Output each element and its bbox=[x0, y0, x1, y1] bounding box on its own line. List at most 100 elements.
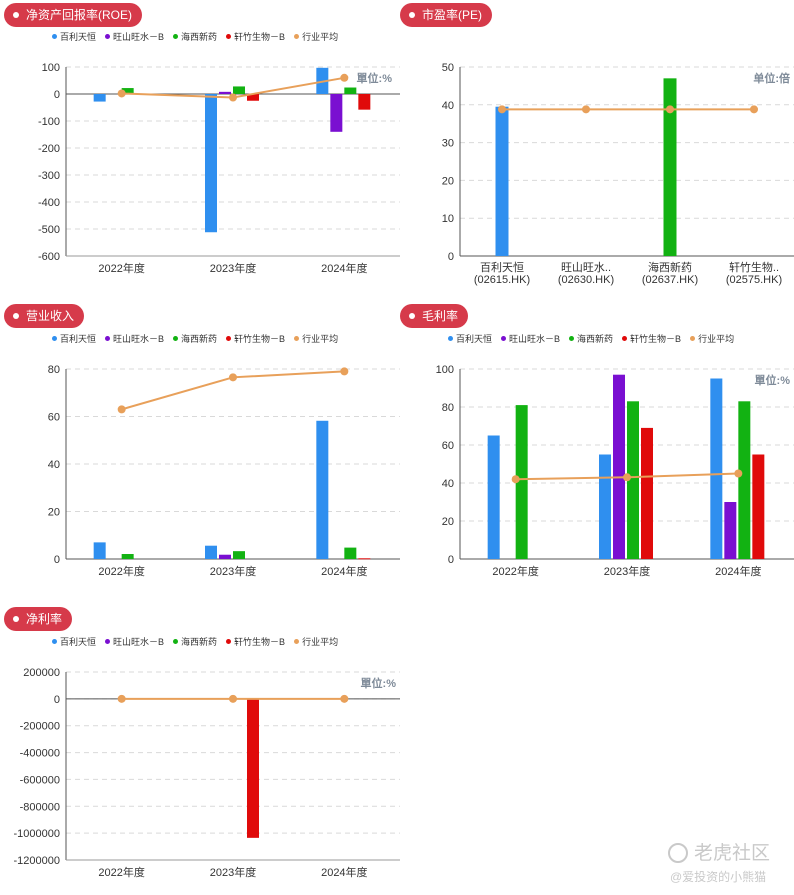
legend-label: 轩竹生物－B bbox=[234, 32, 286, 42]
bar bbox=[205, 94, 217, 233]
bar bbox=[358, 558, 371, 560]
bar bbox=[599, 454, 611, 559]
bar bbox=[358, 94, 371, 110]
x-tick-label: 轩竹生物.. bbox=[729, 260, 779, 274]
legend-item[interactable]: 百利天恒 bbox=[52, 635, 96, 648]
y-tick-label: -200000 bbox=[20, 721, 60, 733]
legend-swatch-icon bbox=[105, 639, 111, 644]
net-title-badge: 净利率 bbox=[4, 607, 73, 631]
legend-swatch-icon bbox=[52, 639, 57, 644]
legend-label: 海西新药 bbox=[577, 334, 614, 344]
legend-swatch-icon bbox=[294, 639, 300, 644]
revenue-legend: 百利天恒 旺山旺水－B 海西新药 轩竹生物－B 行业平均 bbox=[52, 332, 347, 345]
pe-title-badge: 市盈率(PE) bbox=[400, 3, 493, 27]
legend-label: 轩竹生物－B bbox=[234, 334, 286, 344]
legend-item[interactable]: 旺山旺水－B bbox=[105, 635, 164, 648]
bar bbox=[219, 91, 231, 94]
net-title: 净利率 bbox=[26, 612, 63, 626]
legend-swatch-icon bbox=[226, 639, 232, 644]
x-tick-label: 2023年度 bbox=[210, 865, 256, 879]
x-tick-label: 2022年度 bbox=[98, 564, 144, 578]
average-point bbox=[582, 105, 590, 114]
badge-dot-icon bbox=[409, 12, 415, 18]
badge-dot-icon bbox=[13, 12, 19, 18]
tiger-logo-icon bbox=[668, 843, 688, 863]
gross-legend: 百利天恒 旺山旺水－B 海西新药 轩竹生物－B 行业平均 bbox=[448, 332, 743, 345]
legend-item[interactable]: 轩竹生物－B bbox=[226, 332, 285, 345]
y-tick-label: 0 bbox=[54, 89, 60, 101]
legend-item[interactable]: 百利天恒 bbox=[52, 30, 96, 43]
average-point bbox=[666, 105, 674, 114]
legend-label: 海西新药 bbox=[181, 32, 218, 42]
gross-title: 毛利率 bbox=[422, 309, 459, 323]
y-tick-label: 20 bbox=[48, 507, 60, 519]
legend-swatch-icon bbox=[173, 34, 179, 39]
legend-swatch-icon bbox=[690, 336, 696, 341]
gross-chart: 100 80 60 40 20 0 2022年度 2023年度 2024年度 單位:% bbox=[436, 364, 794, 578]
bar bbox=[93, 94, 106, 102]
y-tick-label: 100 bbox=[436, 364, 454, 376]
legend-item[interactable]: 海西新药 bbox=[173, 30, 217, 43]
y-tick-label: -100 bbox=[38, 116, 60, 128]
average-point bbox=[623, 473, 631, 482]
bar bbox=[663, 78, 677, 256]
watermark-brand: 老虎社区 bbox=[668, 838, 770, 865]
average-point bbox=[117, 694, 126, 703]
revenue-title: 营业收入 bbox=[26, 309, 75, 323]
average-point bbox=[229, 694, 237, 703]
legend-item[interactable]: 海西新药 bbox=[569, 332, 613, 345]
legend-swatch-icon bbox=[173, 336, 179, 341]
legend-label: 行业平均 bbox=[698, 334, 735, 344]
legend-swatch-icon bbox=[622, 336, 628, 341]
legend-label: 行业平均 bbox=[302, 32, 339, 42]
legend-item[interactable]: 轩竹生物－B bbox=[622, 332, 681, 345]
revenue-title-badge: 营业收入 bbox=[4, 304, 85, 328]
legend-item[interactable]: 轩竹生物－B bbox=[226, 635, 285, 648]
legend-item[interactable]: 轩竹生物－B bbox=[226, 30, 285, 43]
bar bbox=[752, 454, 765, 559]
x-tick-label: (02575.HK) bbox=[726, 274, 782, 286]
legend-item[interactable]: 行业平均 bbox=[690, 332, 734, 345]
legend-item[interactable]: 海西新药 bbox=[173, 332, 217, 345]
average-point bbox=[117, 89, 126, 98]
legend-swatch-icon bbox=[294, 336, 300, 341]
legend-item[interactable]: 海西新药 bbox=[173, 635, 217, 648]
bar bbox=[738, 401, 751, 559]
legend-item[interactable]: 旺山旺水－B bbox=[105, 30, 164, 43]
x-tick-label: 百利天恒 bbox=[480, 261, 524, 274]
unit-label: 單位:% bbox=[361, 676, 397, 690]
legend-swatch-icon bbox=[105, 34, 111, 39]
y-tick-label: -600 bbox=[38, 251, 60, 263]
legend-item[interactable]: 百利天恒 bbox=[52, 332, 96, 345]
net-legend: 百利天恒 旺山旺水－B 海西新药 轩竹生物－B 行业平均 bbox=[52, 635, 347, 648]
legend-item[interactable]: 行业平均 bbox=[294, 30, 338, 43]
legend-item[interactable]: 百利天恒 bbox=[448, 332, 492, 345]
average-point bbox=[340, 694, 349, 703]
x-tick-label: 2023年度 bbox=[210, 261, 256, 275]
legend-label: 旺山旺水－B bbox=[113, 637, 165, 647]
x-tick-label: 2024年度 bbox=[321, 564, 367, 578]
legend-swatch-icon bbox=[226, 336, 232, 341]
unit-label: 單位:% bbox=[357, 71, 393, 85]
legend-label: 百利天恒 bbox=[60, 334, 97, 344]
revenue-chart: 80 60 40 20 0 2022年度 2023年度 2024年度 bbox=[48, 364, 400, 578]
bar bbox=[233, 551, 245, 559]
legend-item[interactable]: 旺山旺水－B bbox=[501, 332, 560, 345]
y-tick-label: -1200000 bbox=[14, 855, 61, 867]
y-tick-label: 40 bbox=[48, 459, 60, 471]
legend-item[interactable]: 行业平均 bbox=[294, 332, 338, 345]
y-tick-label: 0 bbox=[54, 694, 60, 706]
legend-item[interactable]: 行业平均 bbox=[294, 635, 338, 648]
y-tick-label: -200 bbox=[38, 143, 60, 155]
bar bbox=[613, 374, 625, 559]
x-tick-label: 2023年度 bbox=[604, 564, 650, 578]
legend-item[interactable]: 旺山旺水－B bbox=[105, 332, 164, 345]
average-point bbox=[117, 405, 126, 414]
pe-chart: 50 40 30 20 10 0 百利天恒(02615.HK) 旺山旺水..(02630.HK… bbox=[442, 62, 794, 286]
legend-label: 百利天恒 bbox=[456, 334, 493, 344]
y-tick-label: 40 bbox=[442, 478, 454, 490]
bar bbox=[219, 554, 231, 559]
y-tick-label: -600000 bbox=[20, 774, 60, 786]
bar bbox=[724, 502, 737, 559]
net-chart: 200000 0 -200000 -400000 -600000 -800000 -1000… bbox=[14, 667, 400, 879]
